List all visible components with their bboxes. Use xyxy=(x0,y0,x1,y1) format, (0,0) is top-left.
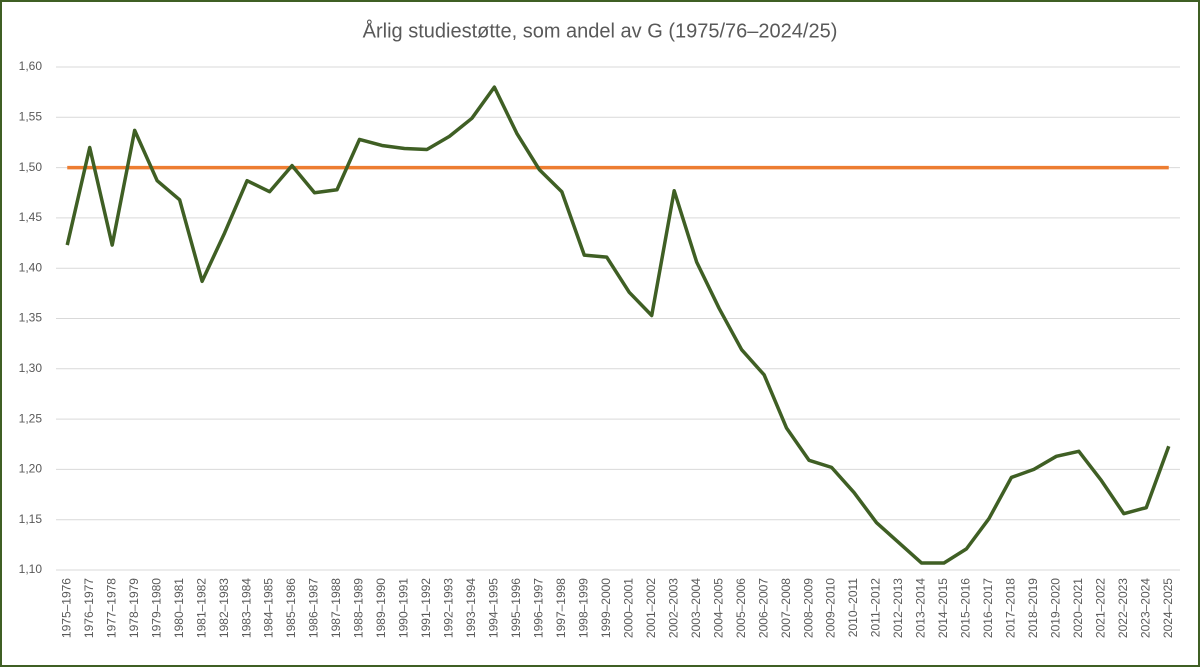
x-tick-label: 2017–2018 xyxy=(1004,578,1018,638)
x-tick-label: 1989–1990 xyxy=(374,578,388,638)
x-tick-label: 2009–2010 xyxy=(824,578,838,638)
x-tick-label: 2003–2004 xyxy=(689,578,703,638)
x-tick-label: 1977–1978 xyxy=(104,578,118,638)
y-tick-label: 1,15 xyxy=(19,512,43,526)
x-tick-label: 1997–1998 xyxy=(554,578,568,638)
y-tick-label: 1,50 xyxy=(19,160,43,174)
x-tick-label: 1982–1983 xyxy=(217,578,231,638)
x-tick-label: 1988–1989 xyxy=(352,578,366,638)
x-tick-label: 2023–2024 xyxy=(1138,578,1152,638)
x-tick-label: 1981–1982 xyxy=(194,578,208,638)
x-tick-label: 1983–1984 xyxy=(239,578,253,638)
x-tick-label: 1990–1991 xyxy=(397,578,411,638)
y-tick-label: 1,20 xyxy=(19,462,43,476)
x-tick-label: 2001–2002 xyxy=(644,578,658,638)
y-tick-label: 1,55 xyxy=(19,109,43,123)
x-tick-label: 2011–2012 xyxy=(869,578,883,638)
x-tick-label: 2013–2014 xyxy=(914,578,928,638)
x-tick-label: 2002–2003 xyxy=(666,578,680,638)
x-tick-label: 2022–2023 xyxy=(1116,578,1130,638)
x-tick-label: 1996–1997 xyxy=(531,578,545,638)
x-tick-label: 1984–1985 xyxy=(262,578,276,638)
x-tick-label: 2020–2021 xyxy=(1071,578,1085,638)
x-tick-label: 2005–2006 xyxy=(734,578,748,638)
x-tick-label: 2006–2007 xyxy=(756,578,770,638)
y-tick-label: 1,40 xyxy=(19,260,43,274)
x-tick-label: 2012–2013 xyxy=(891,578,905,638)
x-tick-label: 1985–1986 xyxy=(284,578,298,638)
x-tick-label: 1987–1988 xyxy=(329,578,343,638)
series-line xyxy=(65,85,1171,565)
x-tick-label: 1975–1976 xyxy=(59,578,73,638)
x-tick-label: 2010–2011 xyxy=(846,578,860,638)
x-tick-label: 1986–1987 xyxy=(307,578,321,638)
x-tick-label: 1995–1996 xyxy=(509,578,523,638)
x-tick-label: 1991–1992 xyxy=(419,578,433,638)
chart-title: Årlig studiestøtte, som andel av G (1975… xyxy=(363,19,838,42)
x-tick-label: 2019–2020 xyxy=(1049,578,1063,638)
x-tick-label: 1994–1995 xyxy=(487,578,501,638)
x-tick-label: 2015–2016 xyxy=(959,578,973,638)
y-tick-label: 1,45 xyxy=(19,210,43,224)
y-tick-label: 1,60 xyxy=(19,59,43,73)
x-tick-label: 2004–2005 xyxy=(711,578,725,638)
x-tick-label: 2014–2015 xyxy=(936,578,950,638)
x-tick-label: 2018–2019 xyxy=(1026,578,1040,638)
x-tick-label: 2016–2017 xyxy=(981,578,995,638)
x-tick-label: 1992–1993 xyxy=(442,578,456,638)
x-tick-label: 2024–2025 xyxy=(1161,578,1175,638)
y-tick-label: 1,35 xyxy=(19,311,43,325)
y-tick-label: 1,10 xyxy=(19,562,43,576)
x-tick-label: 2007–2008 xyxy=(779,578,793,638)
x-tick-label: 1980–1981 xyxy=(172,578,186,638)
x-tick-label: 2008–2009 xyxy=(801,578,815,638)
x-tick-label: 1993–1994 xyxy=(464,578,478,638)
x-tick-label: 2000–2001 xyxy=(621,578,635,638)
x-tick-label: 1999–2000 xyxy=(599,578,613,638)
x-tick-label: 1978–1979 xyxy=(127,578,141,638)
y-tick-label: 1,25 xyxy=(19,411,43,425)
x-tick-label: 1979–1980 xyxy=(149,578,163,638)
y-tick-label: 1,30 xyxy=(19,361,43,375)
x-tick-label: 1976–1977 xyxy=(82,578,96,638)
x-tick-label: 2021–2022 xyxy=(1093,578,1107,638)
x-tick-label: 1998–1999 xyxy=(576,578,590,638)
